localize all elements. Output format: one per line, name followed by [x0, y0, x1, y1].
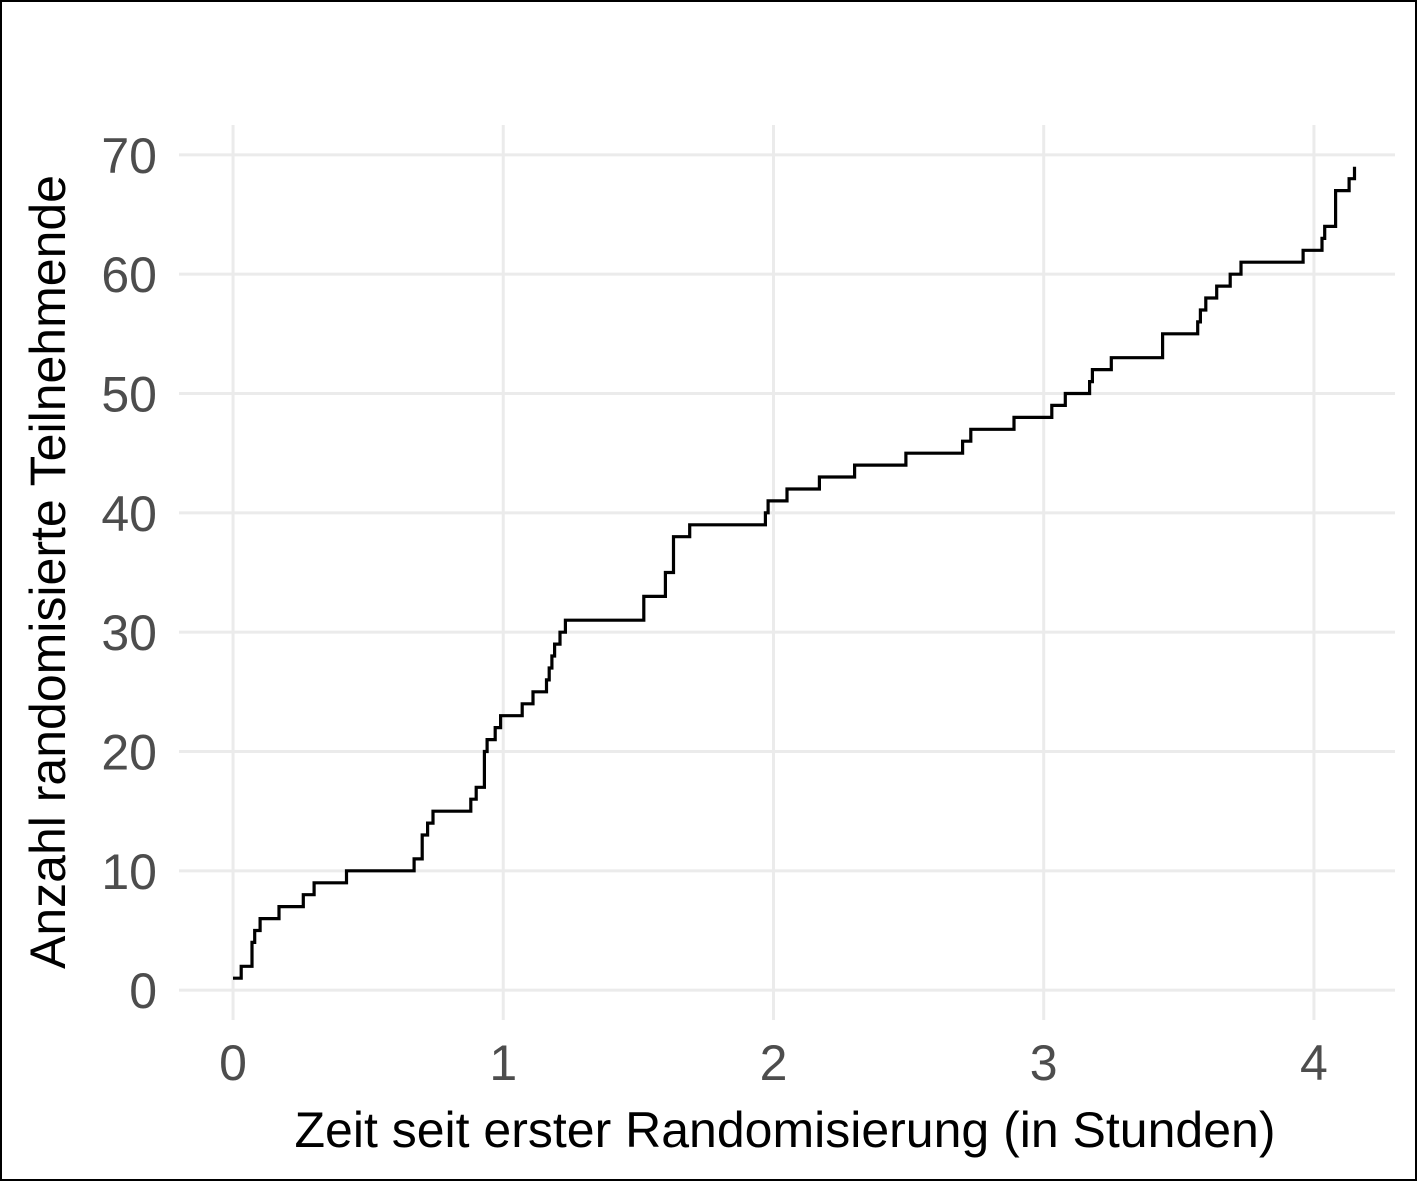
y-tick-label: 20	[101, 725, 157, 781]
y-axis-ticks: 0 10 20 30 40 50 60 70	[101, 128, 157, 1019]
y-tick-label: 40	[101, 486, 157, 542]
grid-lines	[179, 125, 1395, 1020]
y-tick-label: 30	[101, 605, 157, 661]
y-tick-label: 70	[101, 128, 157, 184]
y-tick-label: 0	[129, 963, 157, 1019]
x-tick-label: 4	[1300, 1035, 1328, 1091]
x-axis-ticks: 0 1 2 3 4	[219, 1035, 1328, 1091]
x-tick-label: 0	[219, 1035, 247, 1091]
x-axis-title: Zeit seit erster Randomisierung (in Stun…	[294, 1102, 1275, 1158]
x-tick-label: 1	[489, 1035, 517, 1091]
y-tick-label: 10	[101, 844, 157, 900]
cumulative-step-line	[233, 166, 1357, 980]
x-tick-label: 3	[1030, 1035, 1058, 1091]
y-axis-title: Anzahl randomisierte Teilnehmende	[20, 175, 76, 969]
x-tick-label: 2	[760, 1035, 788, 1091]
y-tick-label: 50	[101, 367, 157, 423]
y-tick-label: 60	[101, 247, 157, 303]
